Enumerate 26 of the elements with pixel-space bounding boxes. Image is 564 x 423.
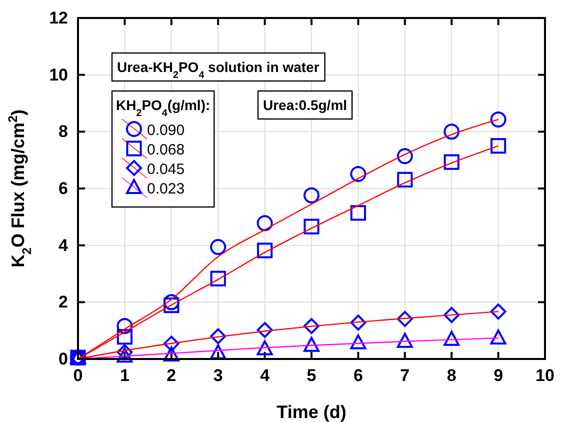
x-tick-label: 1 xyxy=(120,366,130,386)
x-tick-label: 7 xyxy=(400,366,410,386)
y-tick-label: 8 xyxy=(58,122,68,142)
y-tick-label: 6 xyxy=(58,178,68,198)
y-tick-label: 2 xyxy=(58,292,68,312)
annotation: Urea:0.5g/ml xyxy=(263,97,348,113)
x-tick-label: 8 xyxy=(446,366,456,386)
legend-label: 0.090 xyxy=(147,122,185,139)
x-tick-label: 9 xyxy=(494,366,504,386)
x-tick-label: 10 xyxy=(536,366,554,386)
x-tick-label: 6 xyxy=(353,366,363,386)
x-tick-label: 4 xyxy=(260,366,270,386)
y-tick-label: 10 xyxy=(49,65,68,84)
legend-label: 0.023 xyxy=(147,180,185,198)
x-tick-label: 2 xyxy=(166,366,176,386)
y-tick-label: 12 xyxy=(49,8,68,28)
y-tick-label: 0 xyxy=(58,349,68,368)
x-tick-label: 3 xyxy=(213,366,223,386)
legend-label: 0.045 xyxy=(147,161,185,178)
x-tick-label: 0 xyxy=(73,366,83,386)
y-tick-label: 4 xyxy=(58,236,69,255)
legend-label: 0.068 xyxy=(147,142,185,158)
legend-title: KH$_{2}$PO$_{4}$(g/ml): xyxy=(116,97,210,118)
x-tick-label: 5 xyxy=(306,366,316,386)
x-axis-title: Time (d) xyxy=(276,402,346,422)
annotation: Urea-KH$_{2}$PO$_{4}$ solution in water xyxy=(117,59,320,80)
